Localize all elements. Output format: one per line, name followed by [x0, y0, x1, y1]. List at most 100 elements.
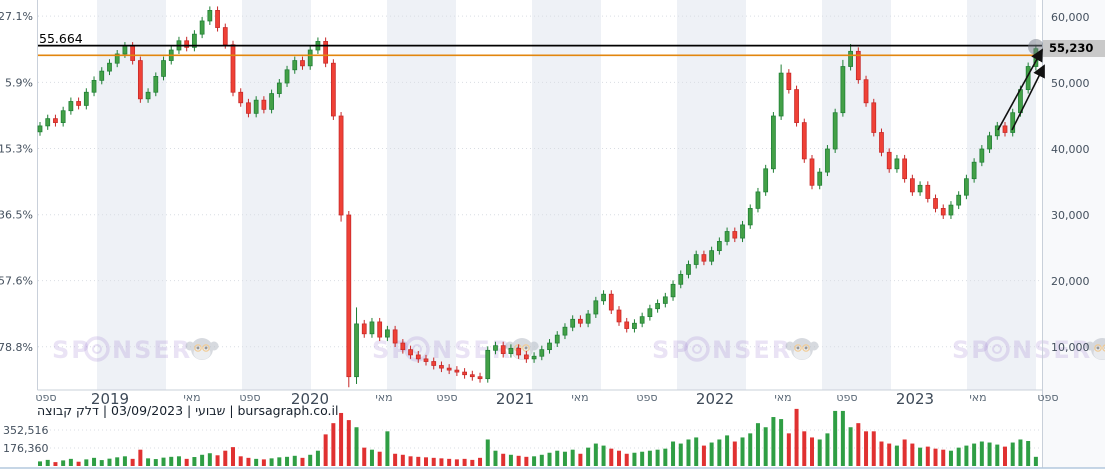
candlestick [964, 178, 969, 196]
volume-bar [887, 443, 892, 466]
annotation-highlight-circle[interactable] [1028, 39, 1044, 55]
volume-bar [671, 441, 676, 466]
candlestick [832, 112, 838, 150]
candlestick [400, 342, 406, 351]
candlestick [662, 296, 668, 304]
volume-bar [748, 433, 753, 466]
candlestick [593, 300, 599, 315]
candlestick [902, 158, 908, 180]
candlestick [330, 62, 336, 117]
watermark-text: NSER [112, 336, 192, 364]
volume-bar [138, 449, 143, 466]
volume-bar [200, 454, 205, 466]
sponser-watermark: SP NSER [52, 336, 219, 364]
candlestick [477, 376, 483, 380]
volume-bar [879, 441, 884, 466]
volume-bar [771, 417, 776, 466]
candlestick [724, 231, 730, 242]
x-axis-tick-label: 2019 [91, 390, 129, 408]
volume-bar [68, 458, 73, 466]
watermark-text: NSER [712, 336, 792, 364]
candlestick [493, 345, 498, 351]
y-axis-percent-label: -36.5% [0, 209, 33, 222]
candlestick [979, 148, 985, 163]
candlestick [37, 125, 43, 133]
volume-bar [763, 427, 768, 466]
volume-bar [146, 458, 151, 466]
volume-bar [833, 410, 838, 466]
candlestick [361, 323, 367, 335]
candlestick [747, 208, 753, 226]
candlestick [523, 354, 529, 360]
watermark-ring-inner [412, 344, 422, 354]
volume-bar [45, 459, 50, 466]
volume-bar [184, 458, 189, 466]
candlestick [562, 326, 568, 336]
volume-bar [115, 457, 120, 466]
volume-bar [439, 458, 444, 466]
candlestick [547, 342, 552, 351]
volume-bar [856, 423, 861, 466]
watermark-text: NSER [432, 336, 512, 364]
volume-bar [562, 451, 567, 466]
volume-bar [647, 450, 652, 466]
candlestick [415, 354, 421, 360]
candlestick [632, 322, 637, 329]
candlestick [670, 283, 676, 298]
volume-bar [979, 441, 984, 466]
volume-bar [385, 431, 390, 466]
candlestick [454, 369, 460, 373]
x-axis-tick-label: 2020 [291, 390, 329, 408]
candlestick [222, 27, 228, 46]
volume-bar [153, 459, 158, 466]
volume-bar [169, 456, 174, 466]
volume-bar [501, 453, 506, 466]
volume-bar [570, 449, 575, 466]
candlestick [709, 250, 715, 262]
volume-bar [539, 454, 544, 466]
candlestick [601, 293, 606, 302]
x-axis-tick-label: 2023 [896, 390, 934, 408]
volume-bar [61, 460, 66, 466]
candlestick [431, 361, 437, 366]
candlestick [377, 321, 383, 338]
annotation-arrow[interactable] [997, 48, 1043, 131]
volume-bar [238, 456, 243, 466]
half-year-band [242, 0, 311, 390]
volume-bar [755, 423, 760, 466]
candlestick [933, 198, 938, 209]
volume-bar [431, 457, 436, 466]
x-axis-tick-label: 2021 [496, 390, 534, 408]
volume-bar [701, 445, 706, 466]
volume-bar [987, 442, 992, 466]
volume-bar [269, 458, 274, 466]
candlestick [987, 135, 992, 150]
volume-bar [300, 457, 305, 466]
volume-bar [848, 427, 853, 466]
volume-bar [609, 448, 614, 466]
volume-bar [107, 458, 112, 466]
volume-bar [871, 431, 876, 466]
volume-bar [493, 450, 498, 466]
candlestick [608, 293, 614, 311]
volume-bar [941, 449, 946, 466]
candlestick [740, 224, 745, 239]
y-axis-price-label: 10,000 [1051, 341, 1090, 354]
y-axis-price-label: 30,000 [1051, 209, 1090, 222]
annotation-arrow[interactable] [1011, 64, 1045, 131]
volume-bar [223, 450, 228, 466]
volume-bar [717, 439, 722, 466]
volume-bar [663, 448, 668, 466]
x-axis-tick-label: ספט [239, 391, 260, 404]
candlestick [153, 76, 159, 93]
watermark-ring [984, 336, 1010, 362]
candlestick [199, 20, 205, 35]
volume-bar [817, 439, 822, 466]
volume-bar [315, 450, 320, 466]
volume-bar [400, 454, 405, 466]
volume-bar [308, 454, 313, 466]
volume-bar [972, 443, 977, 466]
volume-bar [470, 459, 475, 466]
watermark-text: SP [52, 336, 91, 364]
